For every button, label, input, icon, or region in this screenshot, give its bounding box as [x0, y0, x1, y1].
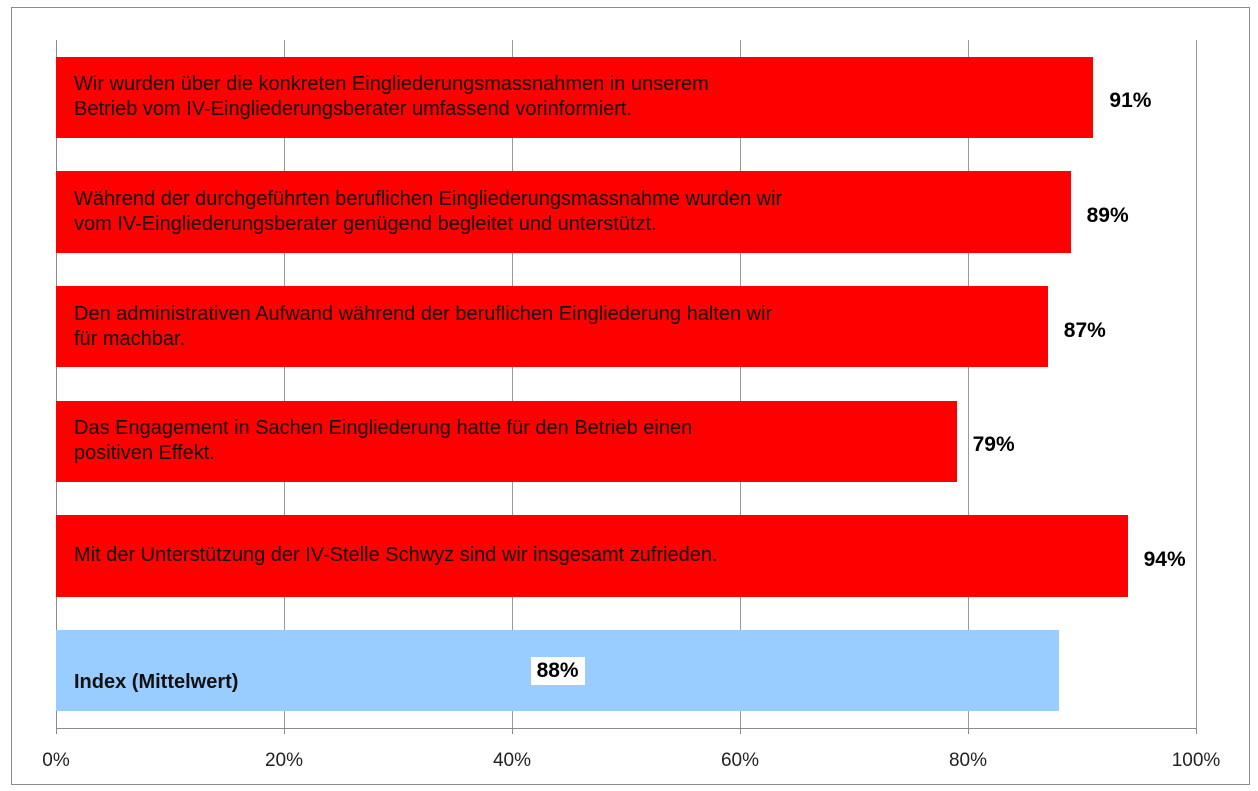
- bar: [56, 56, 1094, 139]
- bar: [56, 515, 1128, 597]
- x-tick-label: 0%: [42, 750, 70, 771]
- bar-label: Wir wurden über die konkreten Einglieder…: [74, 73, 709, 121]
- x-tick-label: 100%: [1171, 750, 1221, 771]
- chart: 0% 20% 40% 60% 80% 100% Wir wurden über die ko…: [11, 7, 1250, 785]
- grid-line: [740, 40, 741, 728]
- value-label: 94%: [1143, 548, 1186, 572]
- x-tick-label: 60%: [720, 750, 760, 771]
- x-tick-label: 40%: [492, 750, 532, 771]
- grid-line: [968, 40, 969, 728]
- bar-label: Während der durchgeführten beruflichen E…: [74, 187, 783, 235]
- grid-line: [1196, 40, 1197, 728]
- value-label: 87%: [1063, 318, 1106, 342]
- tick-mark: [1196, 728, 1197, 734]
- x-tick-label: 80%: [948, 750, 988, 771]
- x-axis-line: [56, 728, 1196, 729]
- grid-line: [284, 40, 285, 728]
- bar-label: Den administrativen Aufwand während der …: [74, 302, 773, 350]
- tick-mark: [284, 728, 285, 734]
- tick-mark: [512, 728, 513, 734]
- bar-label: Das Engagement in Sachen Eingliederung h…: [74, 417, 693, 465]
- bar-label: Index (Mittelwert): [74, 671, 239, 694]
- value-label: 89%: [1086, 204, 1129, 228]
- tick-mark: [740, 728, 741, 734]
- bar: [56, 285, 1048, 368]
- x-tick-label: 20%: [264, 750, 304, 771]
- value-label: 91%: [1109, 89, 1152, 113]
- value-label: 79%: [972, 433, 1015, 457]
- tick-mark: [56, 728, 57, 734]
- bar: [56, 171, 1071, 253]
- y-axis-line: [56, 40, 57, 728]
- tick-mark: [968, 728, 969, 734]
- bar-label: Mit der Unterstützung der IV-Stelle Schw…: [74, 544, 718, 567]
- bar: [56, 400, 957, 483]
- value-label: 88%: [530, 656, 585, 685]
- grid-line: [512, 40, 513, 728]
